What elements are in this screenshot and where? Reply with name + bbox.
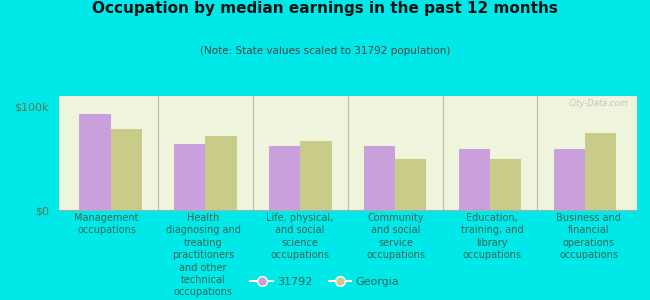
- Bar: [459, 149, 490, 210]
- Bar: [174, 144, 205, 210]
- Text: Management
occupations: Management occupations: [75, 213, 139, 236]
- Text: City-Data.com: City-Data.com: [569, 99, 629, 108]
- Bar: [490, 159, 521, 210]
- Bar: [111, 129, 142, 210]
- Bar: [269, 146, 300, 210]
- Text: Life, physical,
and social
science
occupations: Life, physical, and social science occup…: [266, 213, 333, 260]
- Bar: [300, 141, 332, 210]
- Text: Occupation by median earnings in the past 12 months: Occupation by median earnings in the pas…: [92, 2, 558, 16]
- Bar: [364, 146, 395, 210]
- Bar: [585, 133, 616, 210]
- Text: Community
and social
service
occupations: Community and social service occupations: [367, 213, 426, 260]
- Bar: [79, 114, 110, 210]
- Text: (Note: State values scaled to 31792 population): (Note: State values scaled to 31792 popu…: [200, 46, 450, 56]
- Bar: [395, 159, 426, 210]
- Text: Business and
financial
operations
occupations: Business and financial operations occupa…: [556, 213, 621, 260]
- Legend: 31792, Georgia: 31792, Georgia: [246, 273, 404, 291]
- Text: Health
diagnosing and
treating
practitioners
and other
technical
occupations: Health diagnosing and treating practitio…: [166, 213, 240, 297]
- Text: Education,
training, and
library
occupations: Education, training, and library occupat…: [461, 213, 524, 260]
- Bar: [554, 149, 585, 210]
- Bar: [205, 136, 237, 210]
